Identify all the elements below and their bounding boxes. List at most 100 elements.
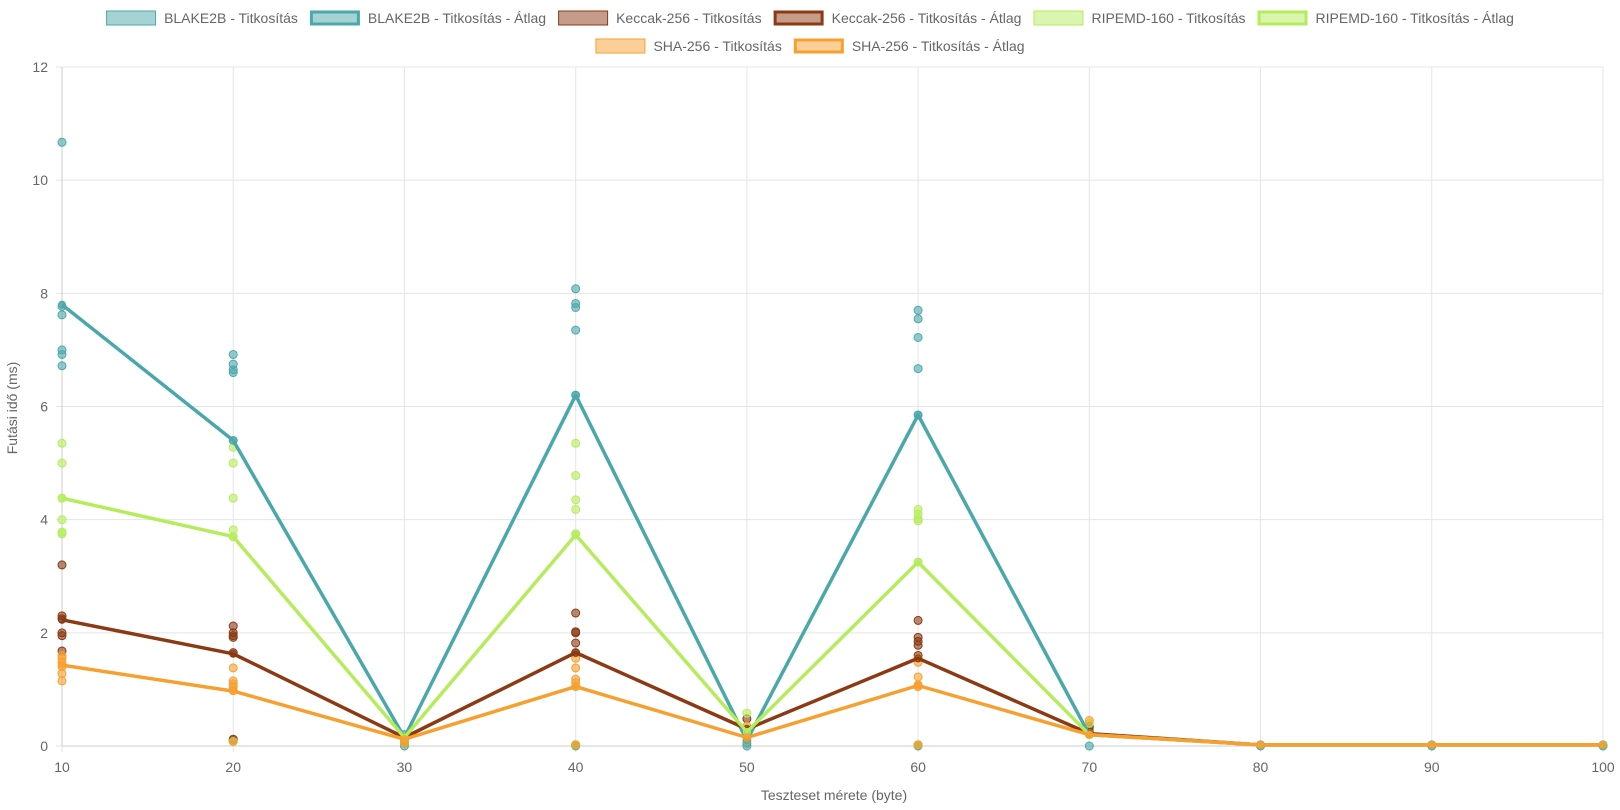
- data-point: [57, 349, 67, 359]
- x-tick-label: 50: [739, 759, 755, 775]
- legend-label: SHA-256 - Titkosítás - Átlag: [852, 38, 1025, 54]
- data-point: [571, 663, 581, 673]
- legend-label: RIPEMD-160 - Titkosítás - Átlag: [1316, 10, 1514, 26]
- axes: 10 20 30 40 50 60 70 80 90 100 0 2 4 6 8 10 12: [32, 59, 1614, 775]
- y-tick-label: 12: [32, 59, 48, 75]
- data-point: [228, 632, 238, 642]
- y-tick-label: 6: [40, 399, 48, 415]
- data-point: [57, 515, 67, 525]
- legend-label: Keccak-256 - Titkosítás - Átlag: [832, 10, 1022, 26]
- data-point: [571, 638, 581, 648]
- average-point: [1427, 740, 1436, 749]
- average-point: [229, 649, 238, 658]
- data-point: [571, 325, 581, 335]
- legend-swatch: [595, 38, 646, 54]
- average-point: [58, 494, 66, 503]
- legend-item: SHA-256 - Titkosítás - Átlag: [793, 38, 1025, 54]
- data-point: [228, 349, 238, 359]
- y-tick-label: 10: [32, 172, 48, 188]
- legend-item: Keccak-256 - Titkosítás: [558, 10, 762, 26]
- data-point: [228, 368, 238, 378]
- average-point: [571, 530, 580, 539]
- legend-label: Keccak-256 - Titkosítás: [616, 10, 762, 26]
- data-point: [228, 458, 238, 468]
- data-point: [913, 740, 923, 750]
- data-point: [571, 628, 581, 638]
- average-point: [914, 654, 923, 663]
- average-point: [58, 615, 66, 624]
- average-point: [58, 661, 66, 670]
- x-tick-label: 60: [910, 759, 926, 775]
- average-point: [58, 300, 66, 309]
- legend-item: RIPEMD-160 - Titkosítás - Átlag: [1257, 10, 1514, 26]
- data-point: [913, 332, 923, 342]
- data-point: [57, 458, 67, 468]
- x-tick-label: 70: [1082, 759, 1098, 775]
- x-tick-label: 30: [397, 759, 413, 775]
- series-average: [58, 661, 1607, 749]
- data-point: [571, 608, 581, 618]
- data-point: [742, 708, 752, 718]
- average-point: [914, 410, 923, 419]
- average-point: [1599, 740, 1607, 749]
- data-point: [913, 305, 923, 315]
- average-point: [914, 681, 923, 690]
- x-tick-label: 20: [225, 759, 241, 775]
- data-point: [57, 361, 67, 371]
- legend-label: SHA-256 - Titkosítás: [653, 38, 781, 54]
- data-point: [1084, 741, 1094, 751]
- data-point: [913, 615, 923, 625]
- average-point: [229, 687, 238, 696]
- legend-label: BLAKE2B - Titkosítás - Átlag: [368, 10, 546, 26]
- x-tick-label: 100: [1591, 759, 1615, 775]
- average-line: [60, 303, 1603, 747]
- average-point: [914, 558, 923, 567]
- average-point: [229, 532, 238, 541]
- data-point: [228, 663, 238, 673]
- x-axis-title: Teszteset mérete (byte): [761, 787, 907, 803]
- data-point: [571, 284, 581, 294]
- data-point: [571, 740, 581, 750]
- legend-swatch: [1257, 10, 1308, 26]
- legend-item: BLAKE2B - Titkosítás - Átlag: [309, 10, 546, 26]
- data-point: [57, 137, 67, 147]
- data-point: [913, 364, 923, 374]
- plot-area: [57, 137, 1608, 751]
- data-point: [57, 631, 67, 641]
- data-point: [571, 471, 581, 481]
- legend-item: Keccak-256 - Titkosítás - Átlag: [773, 10, 1022, 26]
- data-point: [57, 560, 67, 570]
- data-point: [57, 669, 67, 679]
- average-point: [1256, 740, 1265, 749]
- legend: BLAKE2B - Titkosítás BLAKE2B - Titkosítás…: [106, 10, 1514, 54]
- y-axis-title: Futási idő (ms): [4, 362, 20, 455]
- average-point: [742, 733, 751, 742]
- data-point: [571, 504, 581, 514]
- legend-item: SHA-256 - Titkosítás: [595, 38, 782, 54]
- data-point: [913, 516, 923, 526]
- data-point: [913, 640, 923, 650]
- data-point: [571, 302, 581, 312]
- average-point: [229, 436, 238, 445]
- legend-label: BLAKE2B - Titkosítás: [164, 10, 298, 26]
- data-point: [57, 310, 67, 320]
- data-point: [913, 672, 923, 682]
- data-point: [571, 495, 581, 505]
- data-point: [57, 438, 67, 448]
- x-tick-label: 10: [54, 759, 70, 775]
- legend-label: RIPEMD-160 - Titkosítás: [1091, 10, 1245, 26]
- legend-swatch: [558, 10, 609, 26]
- y-tick-label: 2: [40, 625, 48, 641]
- legend-swatch: [1033, 10, 1084, 26]
- y-tick-label: 4: [40, 512, 48, 528]
- legend-swatch: [773, 10, 824, 26]
- average-line: [61, 663, 1603, 747]
- data-point: [913, 314, 923, 324]
- average-line: [61, 618, 1603, 747]
- data-point: [228, 736, 238, 746]
- legend-swatch: [309, 10, 360, 26]
- x-tick-label: 40: [568, 759, 584, 775]
- series-points: [57, 137, 1608, 751]
- data-point: [1084, 716, 1094, 726]
- average-point: [571, 648, 580, 657]
